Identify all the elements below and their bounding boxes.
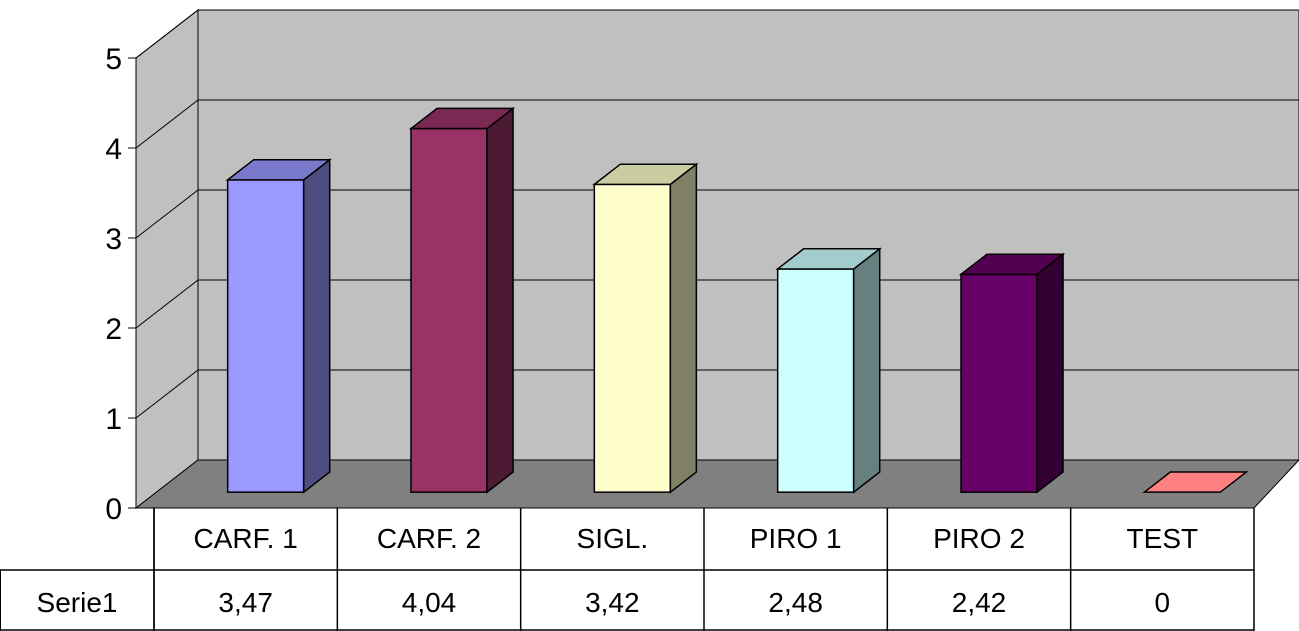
bar-top <box>408 107 516 130</box>
category-label: CARF. 1 <box>194 523 298 554</box>
y-tick-label: 4 <box>105 133 122 166</box>
bar-top <box>775 248 882 270</box>
data-table: Serie1 CARF. 1 3,47 CARF. 2 4,04 SIGL. 3,42 PIR… <box>0 508 1255 631</box>
category-label: CARF. 2 <box>377 523 481 554</box>
data-label: 3,42 <box>585 587 640 618</box>
category-label: PIRO 2 <box>933 523 1025 554</box>
category-label: SIGL. <box>577 523 649 554</box>
gridline-side <box>135 99 199 149</box>
bars <box>225 106 1249 494</box>
bar-top <box>592 163 699 186</box>
bar-top <box>225 158 332 181</box>
category-label: PIRO 1 <box>750 523 842 554</box>
y-tick-label: 1 <box>105 403 122 436</box>
gridlines <box>135 9 1299 419</box>
gridline-side <box>135 189 199 239</box>
plot-back-wall <box>197 9 1299 461</box>
bar <box>225 158 332 494</box>
y-axis: 0 1 2 3 4 5 <box>105 43 137 526</box>
data-label: 4,04 <box>402 587 457 618</box>
gridline-side <box>135 369 199 419</box>
bar-side <box>852 247 881 494</box>
bar <box>592 162 699 494</box>
bar-side <box>669 162 698 494</box>
bar-side <box>486 106 514 494</box>
bar <box>775 247 882 494</box>
data-label: 0 <box>1155 587 1171 618</box>
bar <box>408 106 516 494</box>
bar-top <box>958 253 1066 276</box>
data-label: 2,42 <box>952 587 1007 618</box>
bar-front <box>776 268 855 493</box>
bar-top <box>1142 471 1249 493</box>
gridline-side <box>135 9 199 59</box>
bar-side <box>302 158 331 494</box>
y-tick-label: 2 <box>105 313 122 346</box>
bar-front <box>960 273 1038 493</box>
y-tick-label: 0 <box>105 493 122 526</box>
category-label: TEST <box>1127 523 1199 554</box>
bar <box>1142 471 1249 493</box>
y-tick-label: 5 <box>105 43 122 76</box>
series-name-label: Serie1 <box>37 587 118 618</box>
y-tick-label: 3 <box>105 223 122 256</box>
plot-side-wall <box>135 8 199 510</box>
bar <box>958 252 1066 494</box>
gridline-side <box>135 279 199 329</box>
bar-front <box>593 183 672 493</box>
bar-front <box>226 179 305 493</box>
bar-front <box>410 127 488 493</box>
bar-side <box>1036 252 1064 494</box>
data-label: 2,48 <box>768 587 823 618</box>
data-label: 3,47 <box>218 587 273 618</box>
